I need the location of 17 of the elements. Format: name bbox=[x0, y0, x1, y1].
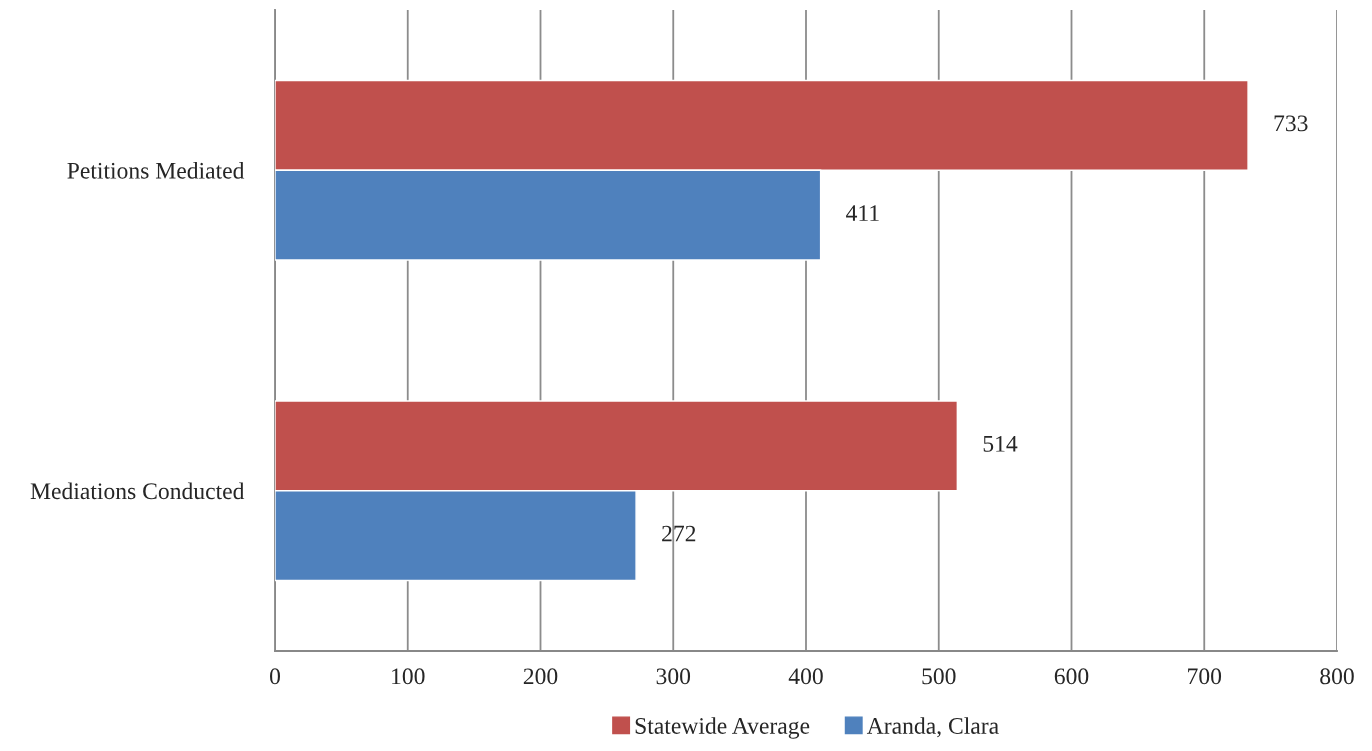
x-tick-label: 100 bbox=[392, 668, 425, 685]
y-tick-label: Mediations Conducted bbox=[30, 482, 245, 500]
x-tick-label: 0 bbox=[270, 668, 280, 685]
legend-label: Aranda, Clara bbox=[866, 717, 999, 738]
legend-label: Statewide Average bbox=[635, 717, 810, 739]
x-tick-label: 800 bbox=[1320, 668, 1354, 685]
x-tick-label: 200 bbox=[523, 668, 558, 685]
x-tick-label: 600 bbox=[1054, 668, 1089, 685]
data-label: 411 bbox=[846, 205, 879, 221]
x-tick-label: 700 bbox=[1188, 668, 1222, 685]
x-tick-label: 300 bbox=[656, 668, 691, 685]
x-tick-label: 400 bbox=[788, 668, 823, 685]
x-tick-label: 500 bbox=[922, 668, 956, 685]
y-tick-label: Petitions Mediated bbox=[67, 162, 245, 179]
data-label: 733 bbox=[1274, 115, 1308, 132]
data-label: 272 bbox=[662, 525, 696, 542]
data-label: 514 bbox=[983, 435, 1018, 452]
